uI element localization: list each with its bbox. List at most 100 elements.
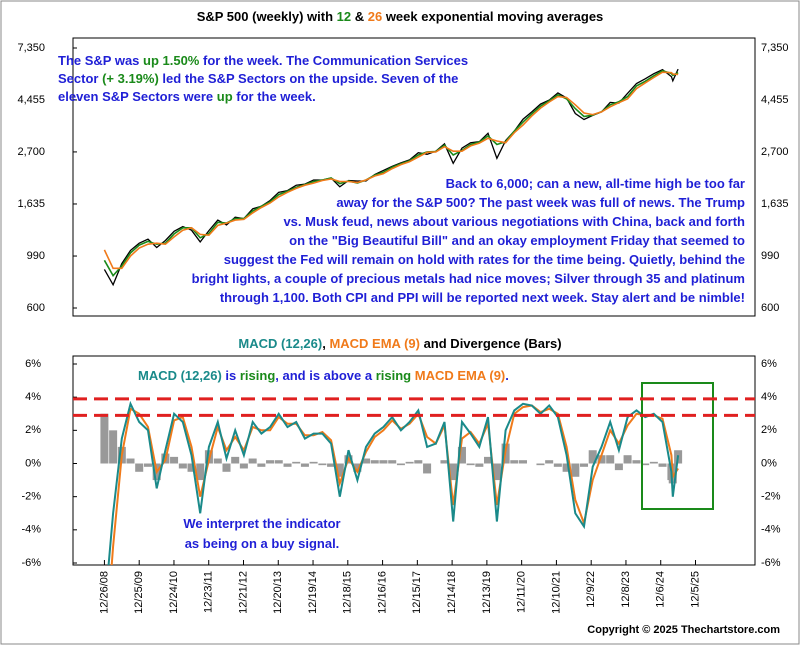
annotation: suggest the Fed will remain on hold with… (224, 252, 745, 267)
divergence-bar (135, 463, 144, 472)
divergence-bar (423, 463, 432, 474)
y-tick-label: 7,350 (17, 42, 45, 54)
divergence-bar (632, 460, 641, 464)
text-segment: week exponential moving averages (382, 9, 603, 24)
top-plot-frame (72, 37, 756, 317)
y-tick-label: -2% (21, 491, 41, 503)
divergence-bar (187, 463, 196, 472)
y2-tick-label: 4,455 (761, 94, 789, 106)
x-tick-label: 12/9/22 (585, 571, 597, 608)
divergence-bar (309, 461, 318, 464)
divergence-bar (536, 463, 545, 466)
annotation: eleven S&P Sectors were up for the week. (58, 89, 316, 104)
divergence-bar (353, 463, 362, 472)
divergence-bar (475, 463, 484, 467)
text-segment: Sector (58, 71, 102, 86)
text-segment: Back to 6,000; can a new, all-time high … (446, 176, 745, 191)
divergence-bar (126, 458, 135, 464)
divergence-bar (170, 456, 179, 464)
text-segment: and Divergence (Bars) (420, 336, 562, 351)
x-tick-label: 12/25/09 (133, 571, 145, 614)
divergence-bar (396, 463, 405, 466)
divergence-bar (327, 463, 336, 467)
y-tick-label: 990 (27, 250, 45, 262)
text-segment: up 1.50% (143, 53, 200, 68)
text-segment: MACD EMA (9) (411, 368, 505, 383)
divergence-bar (231, 456, 240, 464)
text-segment: (+ 3.19%) (102, 71, 159, 86)
annotation: through 1,100. Both CPI and PPI will be … (220, 290, 745, 305)
x-tick-label: 12/20/13 (272, 571, 284, 614)
divergence-bar (196, 463, 205, 481)
annotation: on the "Big Beautiful Bill" and an okay … (289, 233, 745, 248)
y2-tick-label: -6% (761, 557, 781, 569)
divergence-bar (109, 430, 118, 464)
text-segment: away for the S&P 500? The past week was … (336, 195, 745, 210)
y2-tick-label: 0% (761, 457, 777, 469)
text-segment: , (322, 336, 329, 351)
x-tick-label: 12/5/25 (689, 571, 701, 608)
y-tick-label: 4% (25, 391, 41, 403)
text-segment: eleven S&P Sectors were (58, 89, 217, 104)
y2-tick-label: 2,700 (761, 146, 789, 158)
divergence-bar (213, 458, 222, 464)
divergence-bar (597, 455, 606, 464)
divergence-bar (571, 463, 580, 477)
y2-tick-label: 2% (761, 424, 777, 436)
series-line (103, 71, 679, 270)
text-segment: MACD (12,26) (238, 336, 322, 351)
x-tick-label: 12/13/19 (481, 571, 493, 614)
text-segment: . (505, 368, 509, 383)
bottom-plot-frame (72, 355, 756, 566)
x-tick-label: 12/26/08 (98, 571, 110, 614)
divergence-bar (649, 461, 658, 464)
divergence-bar (362, 458, 371, 464)
text-segment: 26 (368, 9, 382, 24)
text-segment: S&P 500 (weekly) with (197, 9, 337, 24)
y2-tick-label: 1,635 (761, 198, 789, 210)
divergence-bar (641, 463, 650, 466)
divergence-bar (100, 413, 109, 464)
divergence-bar (562, 463, 571, 472)
annotation: Back to 6,000; can a new, all-time high … (446, 176, 745, 191)
y-tick-label: 6% (25, 358, 41, 370)
x-tick-label: 12/6/24 (655, 571, 667, 608)
text-segment: The S&P was (58, 53, 143, 68)
y2-tick-label: 6% (761, 358, 777, 370)
text-segment: We interpret the indicator (183, 516, 340, 531)
text-segment: for the week. The Communication Services (199, 53, 468, 68)
divergence-bar (510, 460, 519, 464)
divergence-bar (658, 463, 667, 467)
x-tick-label: 12/16/16 (376, 571, 388, 614)
y2-tick-label: 600 (761, 302, 779, 314)
x-tick-label: 12/24/10 (168, 571, 180, 614)
divergence-bar (623, 455, 632, 464)
x-tick-label: 12/8/23 (620, 571, 632, 608)
y-tick-label: 2,700 (17, 146, 45, 158)
text-segment: up (217, 89, 233, 104)
divergence-bar (335, 463, 344, 477)
chart-title: S&P 500 (weekly) with 12 & 26 week expon… (197, 9, 604, 24)
highlight-box (641, 382, 714, 510)
text-segment: suggest the Fed will remain on hold with… (224, 252, 745, 267)
divergence-bar (606, 455, 615, 464)
y2-tick-label: -4% (761, 524, 781, 536)
divergence-bar (248, 458, 257, 464)
y-tick-label: -6% (21, 557, 41, 569)
annotation: MACD (12,26) is rising, and is above a r… (138, 368, 509, 383)
annotation: away for the S&P 500? The past week was … (336, 195, 745, 210)
x-tick-label: 12/14/18 (446, 571, 458, 614)
series-line (103, 69, 679, 277)
divergence-bar (440, 460, 449, 464)
chart-title: MACD (12,26), MACD EMA (9) and Divergenc… (238, 336, 561, 351)
divergence-bar (466, 463, 475, 466)
text-segment: vs. Musk feud, news about various negoti… (283, 214, 745, 229)
x-tick-label: 12/21/12 (237, 571, 249, 614)
divergence-bar (266, 460, 275, 464)
text-segment: as being on a buy signal. (185, 536, 340, 551)
divergence-bar (222, 463, 231, 472)
annotation: bright lights, a couple of precious meta… (192, 271, 745, 286)
divergence-bar (484, 456, 493, 464)
